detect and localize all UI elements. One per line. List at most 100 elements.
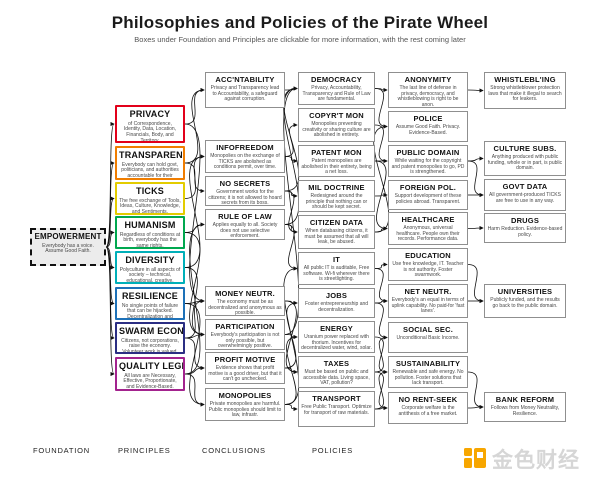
node-infofreedom: INFOFREEDOM Monopolies on the exchange of… — [205, 140, 285, 173]
node-description: Uranium power replaced with thorium. Inc… — [301, 334, 372, 352]
edge-swarm-econ-to-money-neutr — [184, 298, 205, 339]
node-description: Everybody's an equal in terms of uplink … — [391, 297, 465, 315]
edge-swarm-econ-to-profit-motive — [184, 337, 205, 371]
edge-it-to-net-neutr — [374, 268, 388, 304]
node-empowerment[interactable]: EMPOWERMENT Everybody has a voice. Assume… — [30, 228, 106, 266]
node-description: Support development of these policies ab… — [394, 193, 462, 205]
node-money-neutr: MONEY NEUTR. The economy must be as decen… — [205, 286, 285, 316]
node-quality-legisl[interactable]: QUALITY LEGISLAll laws are Necessary, Ef… — [115, 357, 185, 391]
node-title: POLICE — [413, 114, 443, 123]
node-description: Applies equally to all. Society does not… — [212, 222, 278, 240]
node-description: Everybody has a voice. Assume Good Faith… — [42, 242, 94, 255]
edge-jobs-to-social-sec — [374, 302, 388, 340]
node-title: JOBS — [325, 291, 348, 300]
node-description: Follows from Money Neutrality, Resilienc… — [490, 405, 560, 417]
node-title: ANONYMITY — [404, 75, 452, 84]
node-description: Patent monopolies are abolished in their… — [301, 158, 372, 176]
node-description: Must be based on public and accessible d… — [303, 369, 370, 387]
node-description: The free exchange of Tools, Ideas, Cultu… — [119, 197, 181, 215]
edge-participation-to-democracy — [283, 86, 300, 335]
edge-privacy-to-money-neutr — [184, 123, 205, 304]
node-title: MONOPOLIES — [218, 391, 272, 400]
node-title: DEMOCRACY — [311, 75, 362, 84]
node-description: All laws are Necessary, Effective, Propo… — [123, 372, 177, 390]
node-description: Foster entrepreneurship and decentraliza… — [304, 301, 369, 313]
node-description: Evidence shows that profit motive is a g… — [208, 365, 282, 383]
node-taxes: TAXES Must be based on public and accessi… — [298, 356, 375, 388]
node-description: Privacy and Transparency lead to Account… — [210, 85, 280, 103]
node-description: Anything produced with public funding, w… — [487, 154, 563, 172]
edge-no-rent-seek-to-bank-reform — [467, 404, 484, 410]
axis-label-principles: PRINCIPLES — [118, 446, 171, 455]
node-whistlebling: WHISTLEBL'ING Strong whistleblower protec… — [484, 72, 566, 109]
axis-label-conclusions: CONCLUSIONS — [202, 446, 266, 455]
node-education: EDUCATION Use free knowledge, IT. Teacher… — [388, 248, 468, 281]
edge-empowerment-to-quality-legisl — [105, 246, 115, 377]
edge-rule-of-law-to-democracy — [283, 86, 300, 225]
edge-quality-legisl-to-rule-of-law — [184, 222, 205, 375]
edge-no-secrets-to-mil-doctrine — [284, 190, 298, 199]
edge-transport-to-no-rent-seek — [374, 405, 388, 411]
edge-anonymity-to-whistlebling — [467, 88, 484, 93]
node-title: FOREIGN POL. — [399, 183, 457, 192]
node-title: PUBLIC DOMAIN — [396, 148, 460, 157]
node-description: Anonymous, universal healthcare. People … — [396, 225, 460, 243]
edge-sustainability-to-bank-reform — [467, 371, 484, 410]
node-sustainability: SUSTAINABILITY Renewable and safe energy.… — [388, 356, 468, 388]
node-description: Harm Reduction. Evidence-based policy. — [487, 226, 563, 238]
edge-taxes-to-social-sec — [374, 335, 388, 373]
node-title: BANK REFORM — [495, 395, 555, 404]
edge-patent-mon-to-healthcare — [374, 160, 388, 231]
node-title: HUMANISM — [124, 220, 176, 230]
edge-democracy-to-police — [374, 88, 388, 129]
node-description: All public IT is auditable, Free softwar… — [303, 265, 370, 283]
node-title: IT — [332, 255, 341, 264]
page-subtitle: Boxes under Foundation and Principles ar… — [134, 35, 466, 44]
edge-diversity-to-infofreedom — [184, 154, 205, 268]
node-title: PATENT MON — [311, 148, 362, 157]
node-diversity[interactable]: DIVERSITY Polyculture in all aspects of s… — [115, 251, 185, 284]
node-description: While waiting for the copyright and pate… — [391, 158, 465, 176]
node-title: MIL DOCTRINE — [308, 183, 365, 192]
node-description: All government-produced TICKS are free t… — [489, 192, 561, 204]
node-description: No single points of failure that can be … — [121, 302, 179, 320]
node-title: UNIVERSITIES — [497, 287, 553, 296]
node-citizen-data: CITIZEN DATA When databasing citizens, it… — [298, 215, 375, 249]
node-anonymity: ANONYMITY The last line of defense in pri… — [388, 72, 468, 108]
node-title: TAXES — [323, 359, 350, 368]
edge-education-to-universities — [467, 264, 484, 304]
edge-empowerment-to-humanism — [105, 230, 115, 248]
node-description: Private monopolies are harmful. Public m… — [208, 401, 282, 419]
watermark: 金色财经 — [463, 444, 580, 474]
node-no-rent-seek: NO RENT-SEEK Corporate welfare is the ant… — [388, 392, 468, 424]
node-drugs: DRUGS Harm Reduction. Evidence-based poli… — [484, 213, 566, 243]
node-privacy[interactable]: PRIVACY of Correspondence, Identity, Data… — [115, 105, 185, 143]
node-description: Polyculture in all aspects of society – … — [119, 266, 181, 284]
node-title: INFOFREEDOM — [216, 143, 274, 152]
node-transparency[interactable]: TRANSPARENCYEverybody can hold govt, pol… — [115, 146, 185, 180]
node-patent-mon: PATENT MON Patent monopolies are abolishe… — [298, 145, 375, 177]
edge-monopolies-to-energy — [284, 334, 298, 405]
node-swarm-econ[interactable]: SWARM ECON Citizens, not corporations, ra… — [115, 322, 185, 354]
axis-label-policies: POLICIES — [312, 446, 353, 455]
node-title: ACC'NTABILITY — [215, 75, 275, 84]
node-transport: TRANSPORT Free Public Transport. Optimize… — [298, 391, 375, 427]
node-description: Everybody's participation is not only po… — [210, 332, 280, 350]
node-net-neutr: NET NEUTR. Everybody's an equal in terms … — [388, 284, 468, 318]
jinse-logo-icon — [463, 445, 487, 474]
edge-copyrt-mon-to-public-domain — [374, 124, 388, 164]
node-resilience[interactable]: RESILIENCE No single points of failure th… — [115, 287, 185, 320]
node-title: PROFIT MOTIVE — [214, 355, 276, 364]
edge-healthcare-to-drugs — [467, 225, 484, 231]
node-description: Use free knowledge, IT. Teacher is not a… — [392, 261, 464, 279]
edge-quality-legisl-to-monopolies — [184, 373, 205, 407]
node-description: Assume Good Faith. Privacy. Evidence-Bas… — [395, 124, 461, 136]
node-description: Publicly funded, and the results go back… — [490, 297, 560, 309]
edge-quality-legisl-to-profit-motive — [184, 365, 205, 375]
node-democracy: DEMOCRACY Privacy, Accountability, Transp… — [298, 72, 375, 105]
node-police: POLICE Assume Good Faith. Privacy. Eviden… — [388, 111, 468, 142]
node-ticks[interactable]: TICKS The free exchange of Tools, Ideas, … — [115, 182, 185, 215]
edge-it-to-education — [374, 262, 388, 269]
node-humanism[interactable]: HUMANISM Regardless of conditions at birt… — [115, 216, 185, 249]
node-description: Monopolies preventing creativity or shar… — [302, 121, 371, 139]
